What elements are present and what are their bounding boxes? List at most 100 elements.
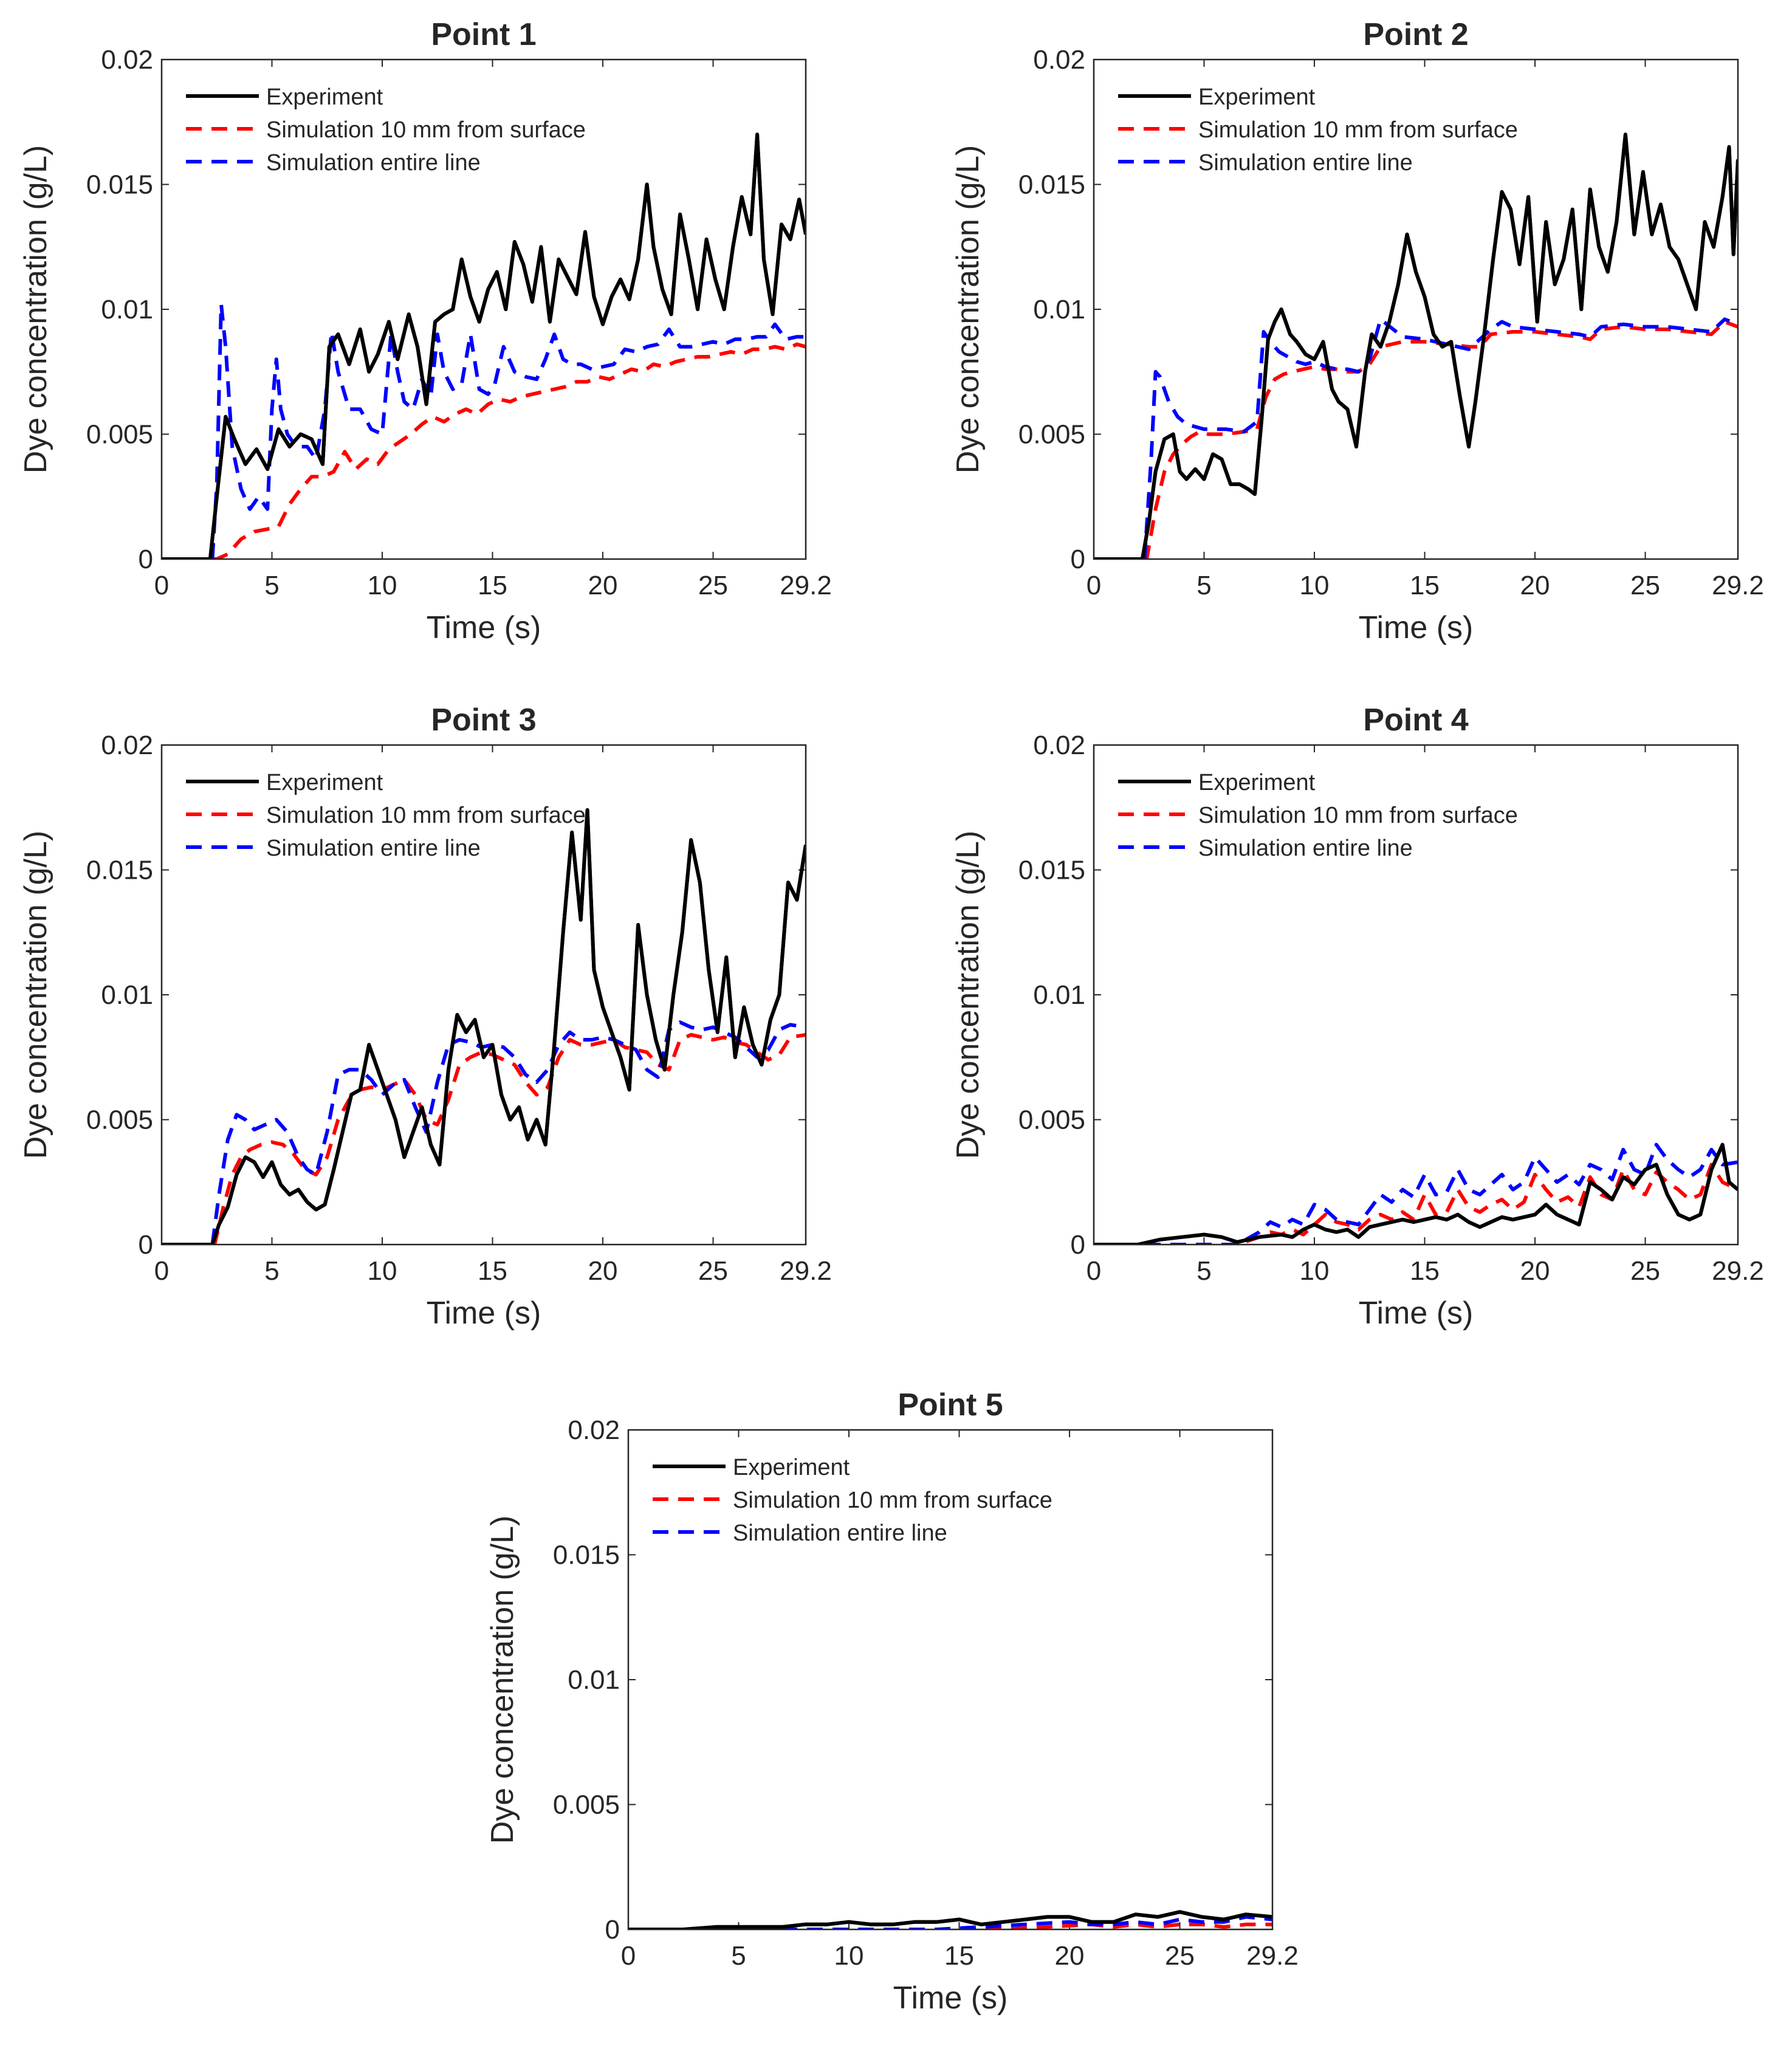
x-tick-label: 10	[1300, 571, 1330, 600]
x-tick-label: 20	[588, 1256, 618, 1286]
chart-panel-2: Point 2 0 5 10 15 20 25 29.2 0 0.005 0.01 0.015 0.02…	[950, 17, 1764, 645]
legend-label: Simulation 10 mm from surface	[733, 1488, 1052, 1513]
x-tick-label: 25	[698, 571, 728, 600]
x-tick-label: 10	[834, 1941, 864, 1971]
x-axis-label: Time (s)	[893, 1980, 1008, 2016]
y-tick-label: 0.005	[86, 420, 153, 450]
y-tick-label: 0.015	[86, 856, 153, 885]
x-tick-label: 0	[1087, 1256, 1101, 1286]
y-tick-label: 0.01	[1033, 295, 1085, 325]
y-tick-label: 0.02	[568, 1415, 620, 1445]
series-simulation-line	[162, 1020, 806, 1245]
y-tick-label: 0.005	[86, 1105, 153, 1135]
x-tick-label: 10	[368, 571, 397, 600]
x-axis-label: Time (s)	[427, 1296, 541, 1331]
x-tick-label: 20	[588, 571, 618, 600]
series-simulation-surface	[162, 342, 806, 559]
x-tick-label: 29.2	[780, 571, 832, 600]
series-experiment-overlay	[162, 132, 806, 559]
chart-panel-1: Point 1 0 5 10 15 20 25 29.2 0 0.005 0.01 0.015 0.02…	[18, 17, 832, 645]
x-tick-label: 25	[698, 1256, 728, 1286]
plot-area	[628, 1430, 1272, 1929]
legend-label: Simulation entire line	[1198, 150, 1413, 176]
x-axis-label: Time (s)	[1359, 1296, 1474, 1331]
y-tick-label: 0.02	[1033, 45, 1085, 75]
y-tick-label: 0	[1071, 544, 1085, 574]
x-tick-label: 0	[154, 1256, 169, 1286]
plot-area	[162, 745, 806, 1245]
x-tick-label: 5	[264, 571, 279, 600]
x-tick-label: 10	[1300, 1256, 1330, 1286]
y-tick-label: 0.02	[101, 730, 153, 760]
x-axis-label: Time (s)	[1359, 610, 1474, 645]
legend-label: Simulation 10 mm from surface	[1198, 803, 1518, 828]
axes-box	[1093, 744, 1739, 1246]
x-tick-label: 10	[368, 1256, 397, 1286]
x-tick-label: 25	[1165, 1941, 1195, 1971]
x-tick-label: 29.2	[1712, 1256, 1764, 1286]
legend: Experiment Simulation 10 mm from surface S…	[653, 1455, 1052, 1546]
y-tick-label: 0	[139, 544, 153, 574]
y-tick-label: 0.015	[553, 1540, 620, 1570]
series-experiment-overlay	[628, 1910, 1272, 1929]
legend-label: Experiment	[1198, 770, 1316, 795]
series-simulation-line	[1094, 317, 1738, 559]
legend: Experiment Simulation 10 mm from surface S…	[1118, 84, 1518, 176]
legend-label: Simulation entire line	[266, 836, 481, 861]
axes-box	[1093, 58, 1739, 560]
x-tick-label: 25	[1630, 1256, 1660, 1286]
y-axis-label: Dye concentration (g/L)	[18, 145, 53, 474]
y-tick-label: 0.005	[553, 1790, 620, 1820]
series-simulation-surface	[628, 1922, 1272, 1929]
plot-area	[1094, 745, 1738, 1245]
legend-label: Simulation entire line	[1198, 836, 1413, 861]
y-tick-label: 0.01	[1033, 980, 1085, 1010]
chart-title: Point 2	[1363, 17, 1468, 52]
x-tick-label: 15	[1410, 571, 1440, 600]
x-tick-label: 0	[621, 1941, 636, 1971]
series-simulation-line	[162, 302, 806, 559]
x-tick-label: 20	[1520, 1256, 1550, 1286]
series-simulation-line	[1094, 1142, 1738, 1245]
x-tick-label: 29.2	[1712, 571, 1764, 600]
x-tick-label: 5	[1196, 1256, 1211, 1286]
legend: Experiment Simulation 10 mm from surface S…	[186, 770, 586, 861]
legend-label: Simulation 10 mm from surface	[1198, 117, 1518, 143]
y-tick-label: 0.015	[86, 170, 153, 200]
legend-label: Experiment	[733, 1455, 850, 1480]
series-experiment-overlay	[1094, 1142, 1738, 1245]
axes-box	[160, 58, 807, 560]
x-tick-label: 0	[1087, 571, 1101, 600]
y-axis-label: Dye concentration (g/L)	[485, 1516, 520, 1844]
chart-title: Point 1	[431, 17, 536, 52]
chart-title: Point 5	[898, 1387, 1003, 1423]
legend: Experiment Simulation 10 mm from surface S…	[1118, 770, 1518, 861]
x-axis-label: Time (s)	[427, 610, 541, 645]
y-tick-label: 0	[139, 1230, 153, 1260]
y-tick-label: 0.02	[1033, 730, 1085, 760]
legend: Experiment Simulation 10 mm from surface S…	[186, 84, 586, 176]
legend-label: Simulation 10 mm from surface	[266, 117, 586, 143]
x-tick-label: 5	[264, 1256, 279, 1286]
axes-box	[627, 1429, 1274, 1931]
legend-label: Experiment	[1198, 84, 1316, 110]
x-tick-label: 15	[1410, 1256, 1440, 1286]
x-tick-label: 25	[1630, 571, 1660, 600]
series-simulation-surface	[1094, 1163, 1738, 1245]
y-axis-label: Dye concentration (g/L)	[950, 831, 986, 1159]
legend-label: Simulation 10 mm from surface	[266, 803, 586, 828]
y-tick-label: 0	[605, 1915, 620, 1945]
x-tick-label: 5	[731, 1941, 746, 1971]
y-tick-label: 0.005	[1018, 420, 1085, 450]
y-tick-label: 0.01	[568, 1665, 620, 1695]
x-tick-label: 20	[1055, 1941, 1085, 1971]
x-tick-label: 29.2	[1246, 1941, 1299, 1971]
y-tick-label: 0.015	[1018, 856, 1085, 885]
y-tick-label: 0.005	[1018, 1105, 1085, 1135]
series-simulation-surface	[162, 1032, 806, 1245]
legend-label: Experiment	[266, 770, 383, 795]
x-tick-label: 15	[478, 1256, 507, 1286]
y-axis-label: Dye concentration (g/L)	[950, 145, 986, 474]
legend-label: Simulation entire line	[266, 150, 481, 176]
chart-panel-3: Point 3 0 5 10 15 20 25 29.2 0 0.005 0.01 0.015 0.02…	[18, 702, 832, 1331]
